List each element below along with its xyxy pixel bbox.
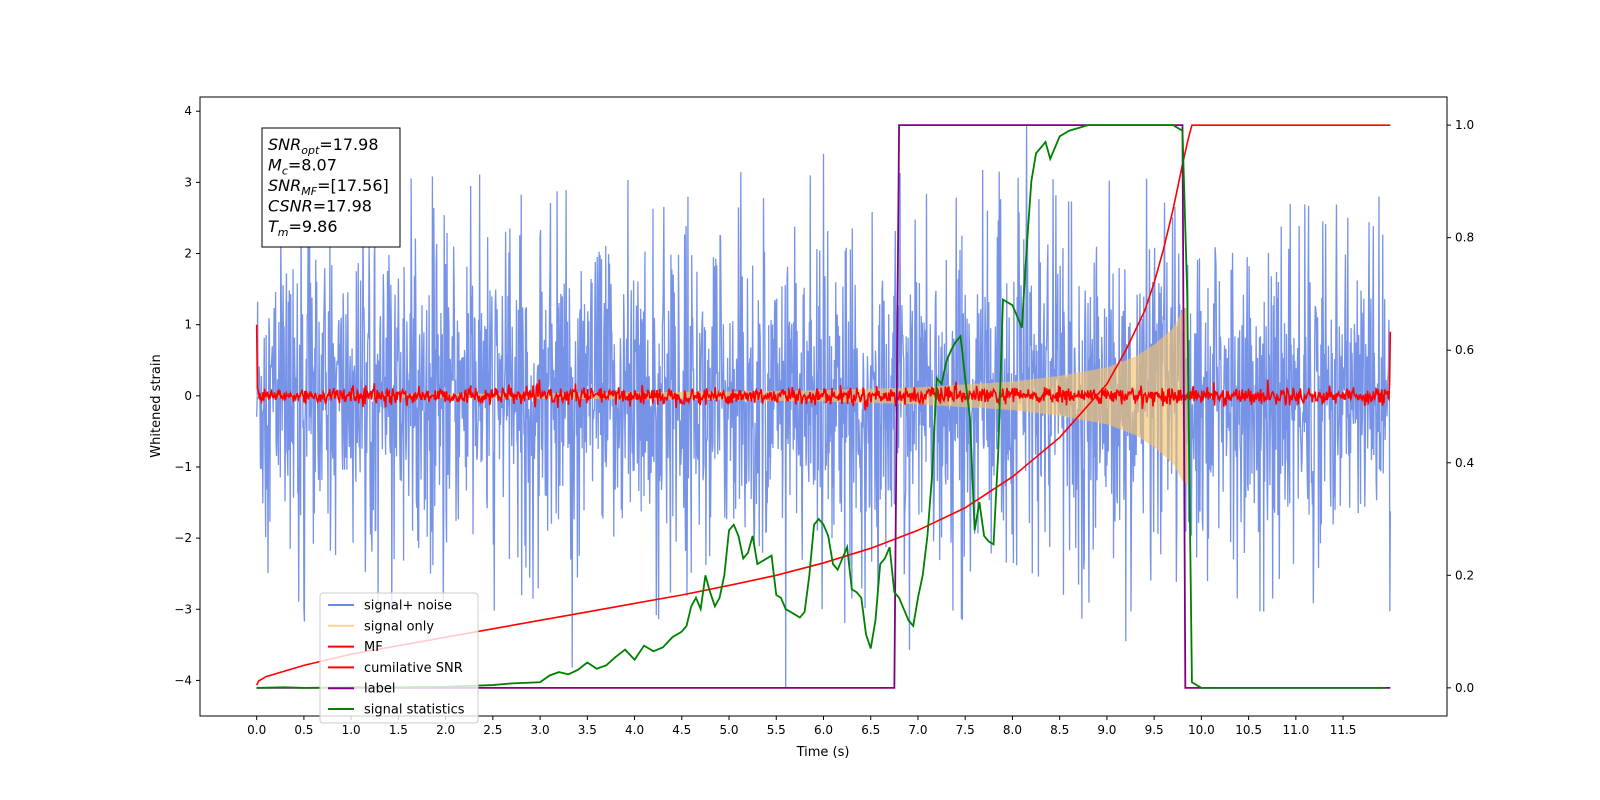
x-tick-label: 7.0	[908, 723, 927, 737]
x-tick-label: 10.0	[1188, 723, 1215, 737]
legend-entry: MF	[364, 640, 383, 655]
legend: signal+ noise signal only MF cumilative SNR…	[319, 592, 479, 724]
annotation-line: SNRopt=17.98	[268, 135, 379, 157]
annotation-symbol: CSNR	[268, 197, 313, 216]
y2-tick-label: 0.6	[1455, 343, 1474, 357]
y-tick-label: −1	[174, 460, 192, 474]
annotation-line: Tm=9.86	[268, 217, 338, 239]
annotation-value: =9.86	[289, 217, 338, 236]
annotation-symbol: SNR	[268, 176, 301, 195]
legend-entry: cumilative SNR	[364, 661, 463, 676]
annotation-subscript: c	[282, 165, 288, 178]
legend-entry: signal statistics	[364, 703, 465, 718]
x-tick-label: 1.5	[389, 723, 408, 737]
y-tick-label: 2	[184, 247, 192, 261]
legend-box	[319, 592, 479, 724]
y-tick-label: 1	[184, 318, 192, 332]
series-signal-statistics	[256, 124, 1386, 689]
series-signal-noise	[256, 125, 1391, 688]
y-tick-label: −4	[174, 673, 192, 687]
legend-entry: signal only	[364, 619, 434, 634]
x-tick-label: 9.0	[1097, 723, 1116, 737]
annotation-subscript: m	[278, 226, 289, 239]
annotation-box	[261, 127, 401, 248]
x-tick-label: 10.5	[1235, 723, 1262, 737]
axes: 0.0 0.5 1.0 1.5 2.0 2.5 3.0 3.5 4.0 4.5 5.0 5.5 6.0 6…	[174, 104, 1474, 737]
annotation-subscript: opt	[301, 144, 320, 157]
y2-tick-label: 0.4	[1455, 456, 1474, 470]
x-tick-label: 6.0	[814, 723, 833, 737]
y-tick-label: −3	[174, 602, 192, 616]
annotation-symbol: SNR	[268, 135, 301, 154]
x-tick-label: 2.0	[436, 723, 455, 737]
y2-tick-label: 1.0	[1455, 118, 1474, 132]
annotation-value: =[17.56]	[317, 176, 389, 195]
annotation-subscript: MF	[301, 185, 317, 198]
annotation-line: CSNR=17.98	[268, 197, 372, 216]
x-tick-label: 0.0	[247, 723, 266, 737]
x-tick-label: 0.5	[294, 723, 313, 737]
y2-tick-label: 0.0	[1455, 681, 1474, 695]
y2-tick-label: 0.8	[1455, 231, 1474, 245]
x-axis-label: Time (s)	[796, 745, 850, 760]
x-tick-label: 6.5	[861, 723, 880, 737]
x-tick-label: 3.5	[578, 723, 597, 737]
y-tick-label: 4	[184, 104, 192, 118]
x-tick-label: 4.5	[672, 723, 691, 737]
series-mf	[255, 324, 1392, 411]
y-tick-label: −2	[174, 531, 192, 545]
x-tick-label: 1.0	[342, 723, 361, 737]
x-tick-label: 7.5	[956, 723, 975, 737]
x-tick-label: 11.0	[1282, 723, 1309, 737]
x-tick-label: 9.5	[1145, 723, 1164, 737]
y-axis-label: Whitened strain	[149, 354, 164, 457]
y-tick-label: 3	[184, 175, 192, 189]
x-tick-label: 3.0	[531, 723, 550, 737]
x-tick-label: 8.0	[1003, 723, 1022, 737]
x-tick-label: 2.5	[483, 723, 502, 737]
x-tick-label: 11.5	[1330, 723, 1357, 737]
y-tick-label: 0	[184, 389, 192, 403]
x-tick-label: 4.0	[625, 723, 644, 737]
y2-tick-label: 0.2	[1455, 568, 1474, 582]
annotation-value: =8.07	[288, 156, 337, 175]
stats-annotation: SNRopt=17.98Mc=8.07SNRMF=[17.56]CSNR=17.…	[261, 127, 401, 248]
annotation-symbol: T	[268, 217, 279, 236]
annotation-symbol: M	[268, 156, 282, 175]
x-tick-label: 5.5	[767, 723, 786, 737]
annotation-value: =17.98	[319, 135, 378, 154]
annotation-line: SNRMF=[17.56]	[268, 176, 389, 198]
legend-entry: signal+ noise	[364, 599, 452, 614]
legend-entry: label	[364, 682, 395, 697]
x-tick-label: 8.5	[1050, 723, 1069, 737]
annotation-value: =17.98	[313, 197, 372, 216]
annotation-line: Mc=8.07	[268, 156, 337, 178]
x-tick-label: 5.0	[719, 723, 738, 737]
